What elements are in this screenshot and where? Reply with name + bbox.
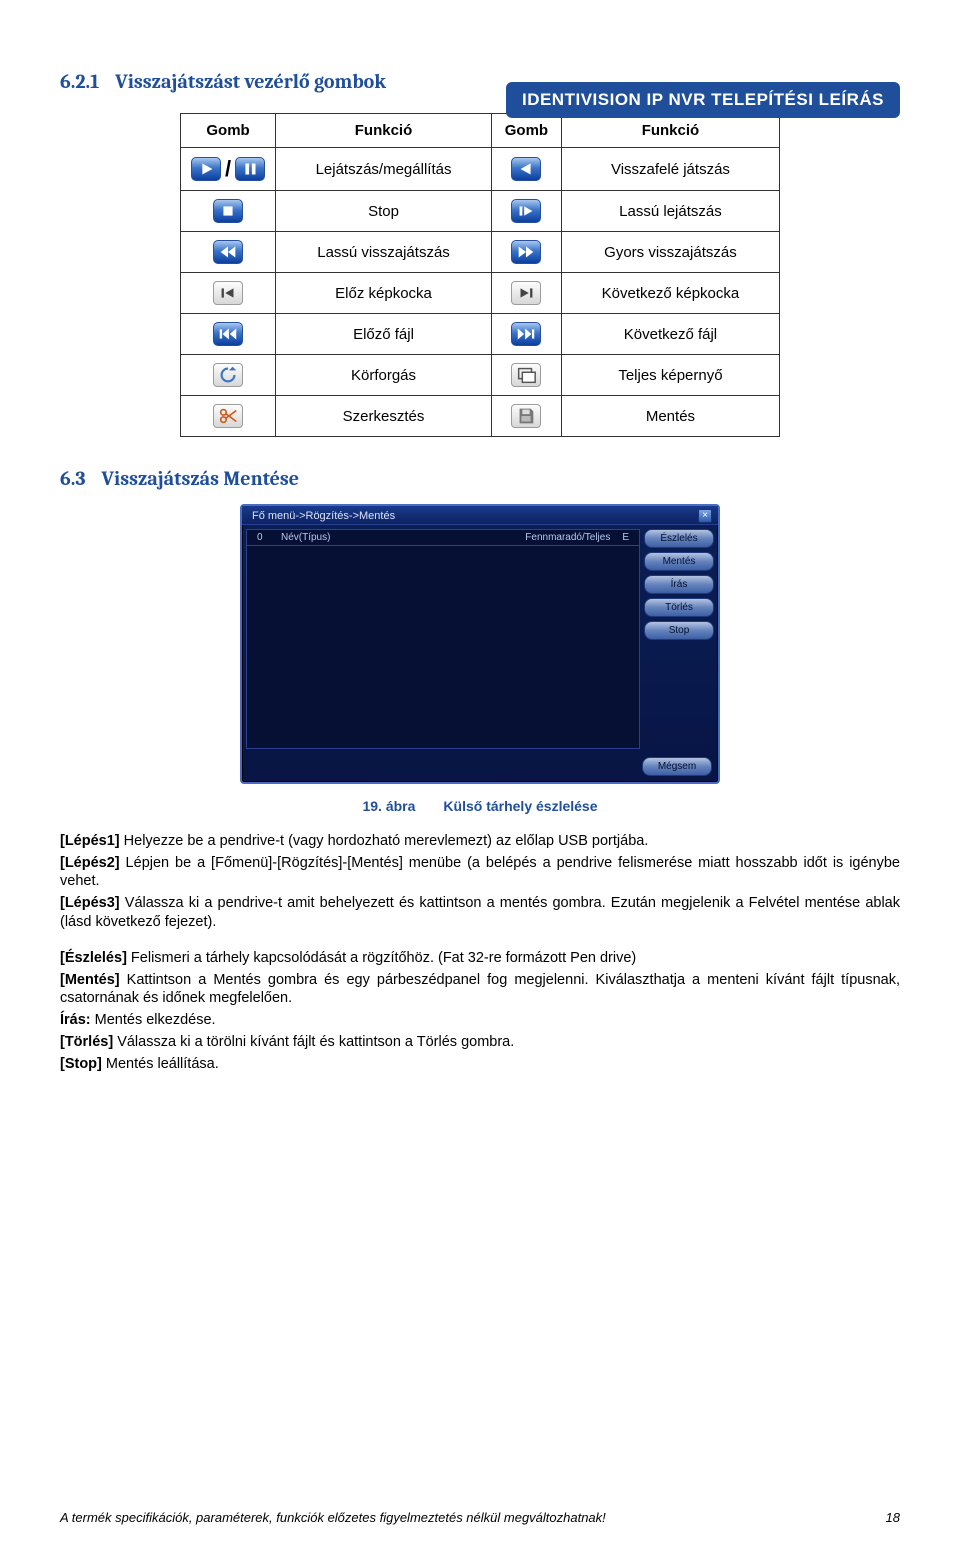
page-number: 18 <box>886 1510 900 1525</box>
scissors-icon <box>213 404 243 428</box>
section-number: 6.3 <box>60 467 86 490</box>
detect-label: [Észlelés] <box>60 950 127 966</box>
col-funkcio-1: Funkció <box>276 114 492 148</box>
cell-func: Stop <box>276 191 492 232</box>
cell-func: Visszafelé játszás <box>561 148 779 191</box>
stop-label: [Stop] <box>60 1056 102 1072</box>
write-label: Írás: <box>60 1012 91 1028</box>
footer-text: A termék specifikációk, paraméterek, fun… <box>60 1510 606 1525</box>
next-frame-icon <box>511 281 541 305</box>
step2-text: [Lépés2] Lépjen be a [Főmenü]-[Rögzítés]… <box>60 854 900 890</box>
table-row: Előző fájl Következő fájl <box>181 314 780 355</box>
detect-text: [Észlelés] Felismeri a tárhely kapcsolód… <box>60 949 900 967</box>
step1-body: Helyezze be a pendrive-t (vagy hordozhat… <box>120 833 649 849</box>
close-icon[interactable]: × <box>698 509 712 523</box>
page-footer: A termék specifikációk, paraméterek, fun… <box>60 1510 900 1525</box>
step1-label: [Lépés1] <box>60 833 120 849</box>
header-badge: IDENTIVISION IP NVR TELEPÍTÉSI LEÍRÁS <box>506 82 900 118</box>
pause-icon <box>235 157 265 181</box>
table-row: Körforgás Teljes képernyő <box>181 355 780 396</box>
col-extra: E <box>616 532 635 543</box>
fast-forward-icon <box>511 240 541 264</box>
cell-func: Következő fájl <box>561 314 779 355</box>
dialog-side-buttons: Észlelés Mentés Írás Törlés Stop <box>644 529 714 749</box>
save-body: Kattintson a Mentés gombra és egy párbes… <box>60 972 900 1006</box>
cell-func: Teljes képernyő <box>561 355 779 396</box>
cell-func: Mentés <box>561 396 779 437</box>
col-gomb-1: Gomb <box>181 114 276 148</box>
write-text: Írás: Mentés elkezdése. <box>60 1011 900 1029</box>
slow-rewind-icon <box>213 240 243 264</box>
step3-label: [Lépés3] <box>60 895 120 911</box>
step2-label: [Lépés2] <box>60 855 120 871</box>
cell-func: Következő képkocka <box>561 273 779 314</box>
table-row: Stop Lassú lejátszás <box>181 191 780 232</box>
cell-func: Lassú lejátszás <box>561 191 779 232</box>
section-title: Visszajátszást vezérlő gombok <box>115 70 386 93</box>
stop-button[interactable]: Stop <box>644 621 714 640</box>
backup-button[interactable]: Mentés <box>644 552 714 571</box>
save-label: [Mentés] <box>60 972 120 988</box>
delete-button[interactable]: Törlés <box>644 598 714 617</box>
col-funkcio-2: Funkció <box>561 114 779 148</box>
fullscreen-icon <box>511 363 541 387</box>
play-icon <box>191 157 221 181</box>
cell-func: Körforgás <box>276 355 492 396</box>
playback-controls-table: Gomb Funkció Gomb Funkció / Lejátszás/me… <box>180 113 780 437</box>
cancel-button[interactable]: Mégsem <box>642 757 712 776</box>
table-row: Előz képkocka Következő képkocka <box>181 273 780 314</box>
cell-func: Szerkesztés <box>276 396 492 437</box>
section-6-3-heading: 6.3 Visszajátszás Mentése <box>60 467 900 490</box>
slow-play-icon <box>511 199 541 223</box>
backup-dialog: Fő menü->Rögzítés->Mentés × 0 Név(Típus)… <box>240 504 720 784</box>
step1-text: [Lépés1] Helyezze be a pendrive-t (vagy … <box>60 832 900 850</box>
delete-label: [Törlés] <box>60 1034 113 1050</box>
delete-body: Válassza ki a törölni kívánt fájlt és ka… <box>113 1034 514 1050</box>
prev-frame-icon <box>213 281 243 305</box>
prev-file-icon <box>213 322 243 346</box>
play-reverse-icon <box>511 157 541 181</box>
detect-body: Felismeri a tárhely kapcsolódását a rögz… <box>127 950 636 966</box>
cell-func: Lassú visszajátszás <box>276 232 492 273</box>
save-disk-icon <box>511 404 541 428</box>
save-text: [Mentés] Kattintson a Mentés gombra és e… <box>60 971 900 1007</box>
write-button[interactable]: Írás <box>644 575 714 594</box>
loop-icon <box>213 363 243 387</box>
section-title: Visszajátszás Mentése <box>102 467 300 490</box>
delete-text: [Törlés] Válassza ki a törölni kívánt fá… <box>60 1033 900 1051</box>
detect-button[interactable]: Észlelés <box>644 529 714 548</box>
dialog-title: Fő menü->Rögzítés->Mentés <box>252 510 395 522</box>
table-row: Lassú visszajátszás Gyors visszajátszás <box>181 232 780 273</box>
device-list[interactable]: 0 Név(Típus) Fennmaradó/Teljes E <box>246 529 640 749</box>
step2-body: Lépjen be a [Főmenü]-[Rögzítés]-[Mentés]… <box>60 855 900 889</box>
table-row: / Lejátszás/megállítás Visszafelé játszá… <box>181 148 780 191</box>
cell-func: Lejátszás/megállítás <box>276 148 492 191</box>
list-header: 0 Név(Típus) Fennmaradó/Teljes E <box>247 530 639 546</box>
col-remaining: Fennmaradó/Teljes <box>496 532 616 543</box>
slash-separator: / <box>225 156 231 181</box>
stop-icon <box>213 199 243 223</box>
stop-body: Mentés leállítása. <box>102 1056 219 1072</box>
next-file-icon <box>511 322 541 346</box>
stop-text: [Stop] Mentés leállítása. <box>60 1055 900 1073</box>
table-row: Szerkesztés Mentés <box>181 396 780 437</box>
step3-text: [Lépés3] Válassza ki a pendrive-t amit b… <box>60 894 900 930</box>
col-gomb-2: Gomb <box>491 114 561 148</box>
cell-func: Előz képkocka <box>276 273 492 314</box>
step3-body: Válassza ki a pendrive-t amit behelyezet… <box>60 895 900 929</box>
col-index: 0 <box>251 532 275 543</box>
figure-text: Külső tárhely észlelése <box>443 798 597 814</box>
cell-func: Gyors visszajátszás <box>561 232 779 273</box>
section-number: 6.2.1 <box>60 70 99 93</box>
col-name: Név(Típus) <box>275 532 496 543</box>
write-body: Mentés elkezdése. <box>91 1012 216 1028</box>
figure-caption: 19. ábra Külső tárhely észlelése <box>60 798 900 814</box>
cell-func: Előző fájl <box>276 314 492 355</box>
figure-label: 19. ábra <box>362 798 415 814</box>
